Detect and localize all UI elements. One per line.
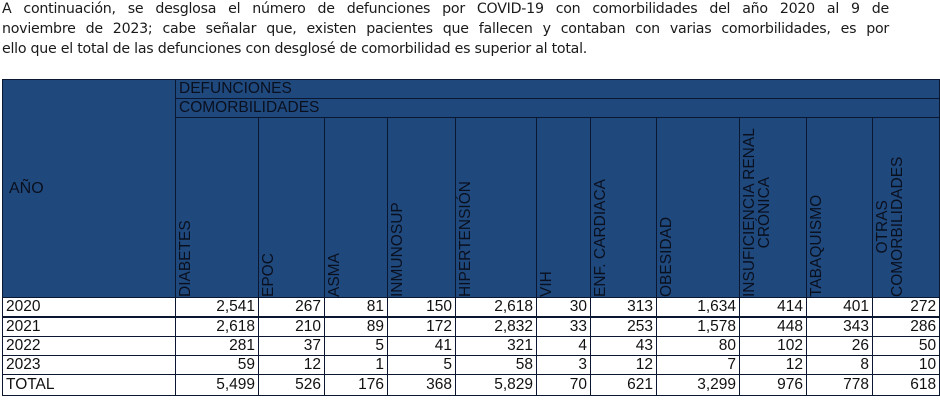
value-cell: 343 [806,316,873,337]
value-cell: 448 [739,316,807,337]
value-cell: 976 [739,374,807,396]
value-cell: 281 [175,336,259,356]
value-cell: 3 [536,355,591,375]
value-cell: 4 [536,336,591,356]
total-row: TOTAL 5,499 526 176 368 5,829 70 621 3,299 976 778… [2,374,940,396]
value-cell: 3,299 [656,374,740,396]
value-cell: 176 [324,374,388,396]
value-cell: 81 [324,297,388,318]
value-cell: 1,634 [656,297,740,318]
value-cell: 621 [590,374,657,396]
value-cell: 267 [258,297,325,318]
value-cell: 401 [806,297,873,318]
value-cell: 5,499 [175,374,259,396]
value-cell: 70 [536,374,591,396]
value-cell: 5,829 [455,374,537,396]
table-row: 2022 281 37 5 41 321 4 43 80 102 26 50 [2,336,940,356]
value-cell: 41 [387,336,456,356]
table-body: 2020 2,541 267 81 150 2,618 30 313 1,634 414 401 27… [2,297,940,396]
value-cell: 43 [590,336,657,356]
column-header-epoc: EPOC [258,117,325,298]
column-header-tabaquismo: TABAQUISMO [806,117,873,298]
column-header-vih: VIH [536,117,591,298]
value-cell: 33 [536,316,591,337]
value-cell: 5 [387,355,456,375]
value-cell: 102 [739,336,807,356]
value-cell: 778 [806,374,873,396]
intro-line-3: ello que el total de las defunciones con… [2,41,588,57]
value-cell: 12 [258,355,325,375]
value-cell: 321 [455,336,537,356]
value-cell: 2,541 [175,297,259,318]
column-header-label: DIABETES [177,220,194,297]
year-cell: 2020 [2,297,176,318]
year-header: AÑO [2,79,176,298]
value-cell: 37 [258,336,325,356]
table-row: 2020 2,541 267 81 150 2,618 30 313 1,634 414 401 27… [2,297,940,318]
value-cell: 210 [258,316,325,337]
column-header-label: OBESIDAD [658,216,675,297]
year-cell: 2021 [2,316,176,337]
value-cell: 80 [656,336,740,356]
value-cell: 12 [590,355,657,375]
column-header-diabetes: DIABETES [175,117,259,298]
column-header-label: INMUNOSUP [389,202,406,297]
value-cell: 1 [324,355,388,375]
value-cell: 272 [871,297,940,318]
value-cell: 2,618 [455,297,537,318]
column-header-hipertensión: HIPERTENSIÓN [455,117,537,298]
intro-paragraph: A continuación, se desglosa el número de… [2,0,902,59]
value-cell: 58 [455,355,537,375]
column-header-enf-cardiaca: ENF. CARDIACA [590,117,657,298]
intro-line-1: A continuación, se desglosa el número de… [2,1,889,17]
year-cell: 2023 [2,355,176,375]
column-header-insuficiencia-renal: INSUFICIENCIA RENAL CRÓNICA [739,117,807,298]
value-cell: 368 [387,374,456,396]
year-cell: 2022 [2,336,176,356]
subgroup-header-comorbilidades: COMORBILIDADES [174,98,940,118]
value-cell: 618 [871,374,940,396]
value-cell: 59 [175,355,259,375]
column-header-label: ASMA [326,253,343,297]
value-cell: 26 [806,336,873,356]
table-header: AÑO DEFUNCIONES COMORBILIDADES DIABETES E… [2,79,940,298]
column-header-label: INSUFICIENCIA RENAL CRÓNICA [741,128,773,297]
value-cell: 2,618 [175,316,259,337]
column-header-asma: ASMA [324,117,388,298]
value-cell: 50 [871,336,940,356]
column-header-inmunosup: INMUNOSUP [387,117,456,298]
value-cell: 89 [324,316,388,337]
column-header-otras: OTRAS COMORBILIDADES [871,117,940,298]
value-cell: 2,832 [455,316,537,337]
year-cell: TOTAL [2,374,176,396]
value-cell: 12 [739,355,807,375]
column-header-label: ENF. CARDIACA [592,179,609,297]
column-header-label: EPOC [260,253,277,297]
value-cell: 313 [590,297,657,318]
column-header-obesidad: OBESIDAD [656,117,740,298]
table-row: 2021 2,618 210 89 172 2,832 33 253 1,578 448 343 28… [2,316,940,337]
column-headers-row: DIABETES EPOC ASMA INMUNOSUP HIPERTENSIÓN VIH… [3,117,940,298]
table-row: 2023 59 12 1 5 58 3 12 7 12 8 10 [2,355,940,375]
comorbidity-deaths-table: AÑO DEFUNCIONES COMORBILIDADES DIABETES E… [2,79,940,396]
column-header-label: OTRAS COMORBILIDADES [874,156,906,297]
value-cell: 10 [871,355,940,375]
value-cell: 286 [871,316,940,337]
value-cell: 150 [387,297,456,318]
value-cell: 5 [324,336,388,356]
intro-line-2: noviembre de 2023; cabe señalar que, exi… [2,21,889,37]
value-cell: 172 [387,316,456,337]
value-cell: 8 [806,355,873,375]
value-cell: 30 [536,297,591,318]
value-cell: 414 [739,297,807,318]
column-header-label: HIPERTENSIÓN [457,181,474,297]
column-header-label: VIH [538,271,555,297]
value-cell: 253 [590,316,657,337]
value-cell: 7 [656,355,740,375]
value-cell: 1,578 [656,316,740,337]
value-cell: 526 [258,374,325,396]
column-header-label: TABAQUISMO [808,194,825,297]
group-header-defunciones: DEFUNCIONES [174,79,940,99]
